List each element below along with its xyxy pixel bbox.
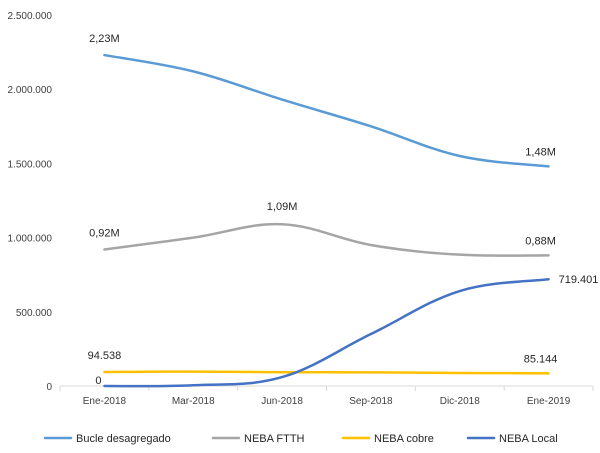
x-tick-label: Sep-2018 (349, 396, 393, 407)
y-tick-label: 2.000.000 (8, 85, 53, 96)
data-point (103, 248, 105, 250)
data-point (281, 223, 283, 225)
data-point (192, 70, 194, 72)
data-point (370, 125, 372, 127)
data-point (192, 236, 194, 238)
data-point (281, 376, 283, 378)
data-label: 0 (95, 375, 101, 387)
y-tick-label: 0 (46, 382, 52, 393)
series-lines (103, 53, 550, 388)
y-tick-label: 2.500.000 (8, 11, 53, 22)
legend-label: Bucle desagregado (76, 433, 171, 445)
x-tick-label: Ene-2019 (527, 396, 571, 407)
data-point (547, 372, 549, 374)
data-point (370, 244, 372, 246)
data-point (103, 54, 105, 56)
data-label: 0,88M (525, 235, 556, 247)
x-tick-label: Ene-2018 (83, 396, 127, 407)
x-tick-label: Dic-2018 (440, 396, 480, 407)
data-point (103, 371, 105, 373)
legend-label: NEBA cobre (374, 433, 434, 445)
data-point (459, 290, 461, 292)
chart-axes: 0 500.000 1.000.000 1.500.000 2.000.000 2.500… (8, 11, 594, 407)
data-point (547, 165, 549, 167)
data-point (370, 371, 372, 373)
data-labels: 2,23M 1,48M 0,92M 1,09M 0,88M 94.538 85.144 0 71… (88, 33, 599, 387)
data-point (547, 278, 549, 280)
data-label: 1,48M (525, 146, 556, 158)
data-point (281, 98, 283, 100)
data-label: 719.401 (559, 274, 599, 286)
y-tick-label: 500.000 (16, 308, 53, 319)
y-tick-label: 1.500.000 (8, 159, 53, 170)
data-point (192, 370, 194, 372)
data-point (459, 155, 461, 157)
legend-label: NEBA Local (499, 433, 558, 445)
data-point (103, 385, 105, 387)
data-label: 1,09M (267, 201, 298, 213)
data-label: 94.538 (88, 350, 122, 362)
x-tick-label: Jun-2018 (261, 396, 303, 407)
data-point (459, 253, 461, 255)
data-label: 2,23M (89, 33, 120, 45)
chart-legend: Bucle desagregado NEBA FTTH NEBA cobre NEBA… (43, 433, 558, 445)
y-tick-label: 1.000.000 (8, 234, 53, 245)
data-point (281, 371, 283, 373)
series-line-neba-local (103, 277, 550, 388)
data-point (547, 254, 549, 256)
legend-label: NEBA FTTH (244, 433, 305, 445)
series-line-neba-cobre (103, 370, 550, 375)
data-label: 0,92M (89, 227, 120, 239)
data-point (370, 333, 372, 335)
series-line-bucle-desagregado (103, 53, 550, 168)
data-point (459, 372, 461, 374)
data-point (192, 384, 194, 386)
data-label: 85.144 (524, 353, 558, 365)
x-tick-label: Mar-2018 (172, 396, 215, 407)
series-line-neba-ftth (103, 222, 550, 257)
